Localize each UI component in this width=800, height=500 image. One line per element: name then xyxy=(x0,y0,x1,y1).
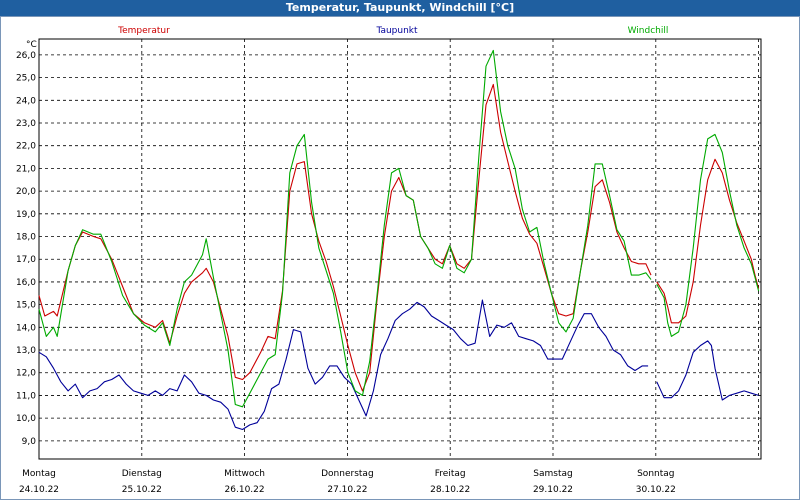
y-tick-label: 12,0 xyxy=(16,369,36,379)
x-tick-date: 28.10.22 xyxy=(430,485,470,495)
x-tick-weekday: Sonntag xyxy=(637,469,674,479)
series-layer xyxy=(38,49,760,431)
x-tick-weekday: Freitag xyxy=(435,469,466,479)
x-tick-weekday: Mittwoch xyxy=(224,469,265,479)
axes-layer xyxy=(38,38,762,460)
x-tick-weekday: Donnerstag xyxy=(321,469,374,479)
legend-windchill: Windchill xyxy=(628,26,669,36)
x-tick-date: 30.10.22 xyxy=(636,485,676,495)
y-tick-label: 24,0 xyxy=(16,96,36,106)
labels-layer: 9,0 10,0 11,0 12,0 13,0 14,0 15,0 16,0 17,0 18,0 1… xyxy=(16,26,676,495)
y-tick-label: 9,0 xyxy=(22,437,37,447)
series-line-temperatur xyxy=(38,83,760,392)
x-tick-weekday: Samstag xyxy=(533,469,572,479)
chart-title: Temperatur, Taupunkt, Windchill [°C] xyxy=(0,0,800,16)
x-tick-date: 26.10.22 xyxy=(225,485,265,495)
x-tick-date: 29.10.22 xyxy=(533,485,573,495)
y-tick-label: 20,0 xyxy=(16,187,36,197)
x-tick-date: 25.10.22 xyxy=(122,485,162,495)
y-tick-label: 16,0 xyxy=(16,278,36,288)
series-line-windchill xyxy=(38,49,760,408)
plot-border xyxy=(38,38,762,460)
y-tick-label: 15,0 xyxy=(16,301,36,311)
y-tick-label: 13,0 xyxy=(16,346,36,356)
legend-taupunkt: Taupunkt xyxy=(375,26,418,36)
x-tick-weekday: Montag xyxy=(22,469,56,479)
y-tick-label: 21,0 xyxy=(16,164,36,174)
grid-layer xyxy=(39,39,761,459)
y-tick-label: 10,0 xyxy=(16,414,36,424)
y-tick-label: 18,0 xyxy=(16,233,36,243)
x-tick-weekday: Dienstag xyxy=(122,469,162,479)
legend-temperatur: Temperatur xyxy=(117,26,170,36)
y-tick-label: 14,0 xyxy=(16,323,36,333)
series-line-taupunkt xyxy=(38,299,759,431)
y-tick-label: 23,0 xyxy=(16,119,36,129)
y-axis-label: °C xyxy=(26,40,37,50)
y-tick-label: 22,0 xyxy=(16,142,36,152)
y-tick-label: 19,0 xyxy=(16,210,36,220)
y-tick-label: 25,0 xyxy=(16,74,36,84)
x-tick-date: 24.10.22 xyxy=(19,485,59,495)
x-tick-date: 27.10.22 xyxy=(327,485,367,495)
y-tick-label: 26,0 xyxy=(16,51,36,61)
y-tick-label: 11,0 xyxy=(16,391,36,401)
y-tick-label: 17,0 xyxy=(16,255,36,265)
